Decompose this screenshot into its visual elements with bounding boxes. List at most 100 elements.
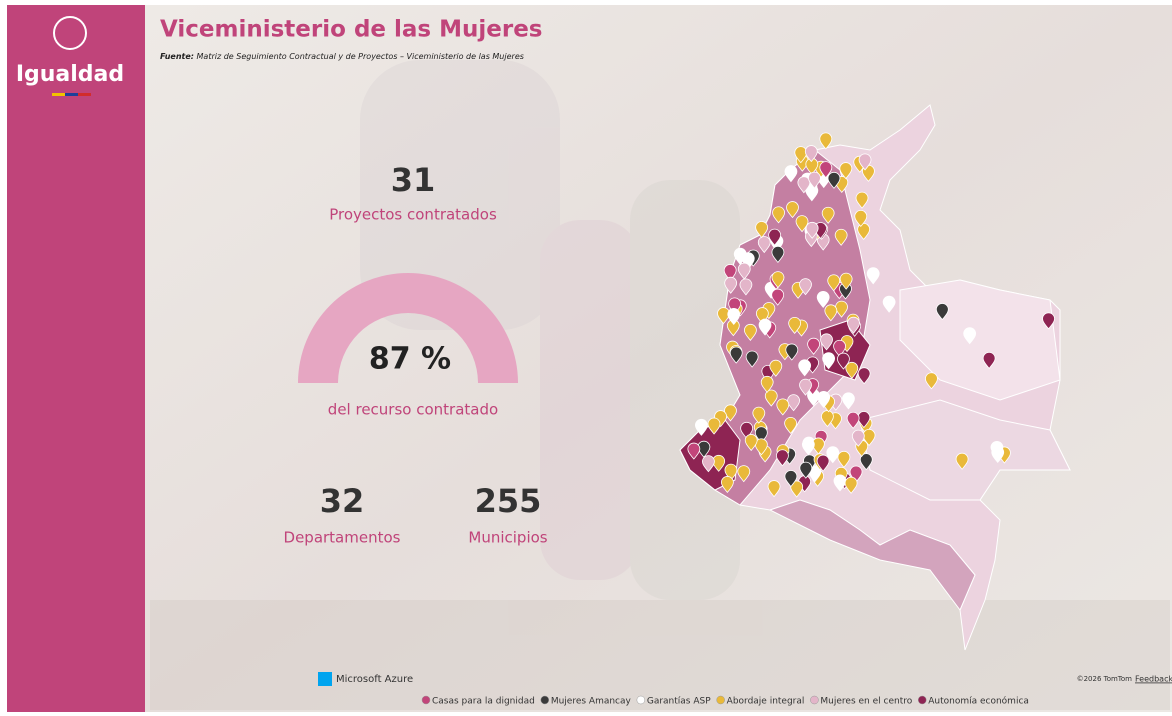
map-pin bbox=[727, 307, 741, 326]
logo-text: Igualdad bbox=[16, 62, 124, 87]
map-pin bbox=[819, 132, 833, 150]
map-pin bbox=[788, 316, 802, 335]
map-pin bbox=[758, 318, 772, 336]
gauge-value: 87 % bbox=[369, 342, 451, 377]
legend-label: Garantías ASP bbox=[647, 697, 711, 707]
map-pin bbox=[769, 359, 783, 377]
map-pin bbox=[935, 303, 949, 321]
map-pin bbox=[771, 288, 785, 306]
map-pin bbox=[799, 378, 812, 396]
map-pin bbox=[771, 245, 785, 264]
map-pin bbox=[798, 359, 812, 377]
map-pin bbox=[720, 476, 734, 494]
map-pin bbox=[724, 276, 738, 294]
source-label: Fuente: bbox=[160, 52, 194, 61]
map-pin bbox=[847, 316, 860, 334]
flag-stripe bbox=[52, 93, 65, 96]
map-pin bbox=[768, 228, 782, 246]
map bbox=[679, 104, 1071, 651]
map-pin bbox=[839, 272, 853, 290]
map-pin bbox=[804, 145, 818, 163]
map-pin bbox=[839, 162, 853, 180]
map-pin bbox=[737, 465, 751, 483]
map-pin bbox=[805, 221, 819, 239]
region bbox=[768, 499, 976, 611]
map-pin bbox=[784, 470, 798, 488]
legend: Casas para la dignidad Mujeres Amancay Gar… bbox=[421, 695, 1029, 707]
map-pin bbox=[744, 323, 757, 341]
figure bbox=[540, 220, 640, 580]
photo-shapes bbox=[150, 60, 1170, 710]
map-pin bbox=[1042, 312, 1055, 330]
gauge-arc bbox=[298, 273, 518, 383]
logo-emblem bbox=[53, 16, 87, 50]
map-pin bbox=[844, 476, 858, 494]
map-pin bbox=[859, 453, 873, 471]
map-pin bbox=[723, 264, 737, 282]
map-pin bbox=[819, 161, 833, 179]
attribution: ©2026 TomTom bbox=[1077, 675, 1133, 683]
map-pin bbox=[785, 343, 799, 361]
map-pin bbox=[833, 339, 846, 357]
source-text: Matriz de Seguimiento Contractual y de P… bbox=[197, 52, 524, 61]
map-pin bbox=[925, 372, 938, 390]
map-pin bbox=[737, 262, 751, 280]
attribution: Microsoft Azure bbox=[336, 674, 413, 685]
map-pin bbox=[834, 228, 848, 246]
map-pin bbox=[822, 352, 836, 370]
legend-label: Casas para la dignidad bbox=[432, 697, 535, 707]
legend-swatch bbox=[917, 695, 927, 705]
map-pin bbox=[827, 171, 841, 189]
map-pin bbox=[851, 429, 865, 447]
map-pin bbox=[707, 417, 721, 435]
map-pin bbox=[799, 461, 813, 479]
map-pin bbox=[799, 278, 812, 296]
map-pin bbox=[790, 480, 804, 498]
map-pin bbox=[816, 454, 830, 472]
region bbox=[859, 399, 1071, 501]
map-pin bbox=[694, 418, 708, 436]
figure bbox=[360, 60, 560, 330]
map-pin bbox=[784, 165, 798, 183]
map-pin bbox=[854, 210, 868, 228]
map-pin bbox=[882, 295, 896, 313]
map-pin bbox=[808, 171, 821, 189]
map-pin bbox=[866, 267, 880, 285]
legend-swatch bbox=[636, 695, 646, 705]
feedback-link[interactable]: Feedback bbox=[1135, 675, 1172, 684]
map-pin bbox=[846, 411, 860, 429]
legend-label: Mujeres Amancay bbox=[551, 697, 632, 707]
map-pin bbox=[837, 352, 850, 370]
map-pin bbox=[744, 434, 758, 452]
figure bbox=[630, 180, 740, 600]
kpi-label: Departamentos bbox=[284, 529, 401, 547]
map-pin bbox=[801, 438, 815, 456]
map-pin bbox=[807, 337, 820, 355]
kpi-value: 32 bbox=[320, 482, 365, 520]
legend-label: Autonomía económica bbox=[928, 696, 1029, 707]
flag-stripe bbox=[65, 93, 78, 96]
map-pin bbox=[739, 278, 753, 296]
map-pin bbox=[855, 191, 869, 209]
map-pin bbox=[990, 441, 1004, 459]
floor bbox=[150, 600, 1170, 710]
kpi-label: Proyectos contratados bbox=[329, 206, 497, 224]
map-pin bbox=[760, 375, 774, 393]
map-pin bbox=[837, 450, 851, 468]
map-pin bbox=[786, 201, 799, 219]
map-pin bbox=[772, 206, 785, 224]
map-pin bbox=[755, 221, 769, 239]
sidebar bbox=[7, 5, 145, 712]
legend-label: Mujeres en el centro bbox=[820, 697, 912, 707]
map-pin bbox=[858, 153, 872, 171]
source: Fuente: Matriz de Seguimiento Contractua… bbox=[160, 52, 524, 61]
legend-swatch bbox=[540, 695, 550, 705]
map-pin bbox=[687, 442, 701, 460]
map-pin bbox=[702, 455, 715, 473]
map-pin bbox=[963, 327, 977, 345]
map-pin bbox=[827, 274, 841, 292]
map-pin bbox=[821, 206, 835, 224]
legend-swatch bbox=[810, 695, 819, 705]
